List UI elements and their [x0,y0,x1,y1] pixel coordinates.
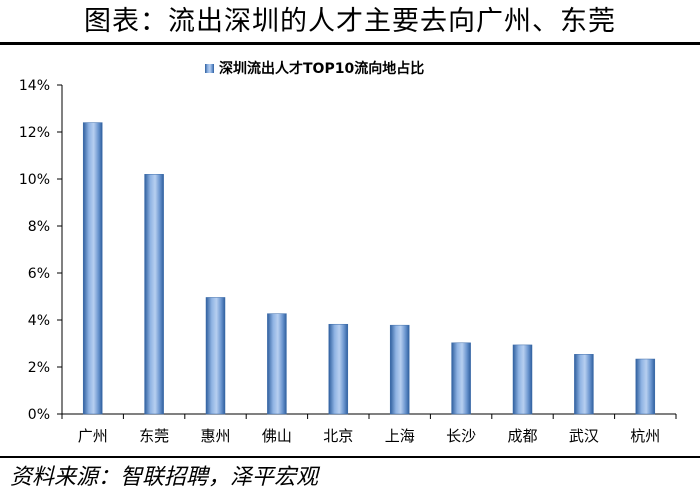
y-tick-label: 4% [28,313,50,329]
bar [205,297,226,415]
x-tick-label: 北京 [323,427,353,445]
bar [451,342,471,415]
x-tick-label: 东莞 [139,427,169,445]
x-tick-label: 成都 [507,427,537,445]
y-axis: 0% 2% 4% 6% 8% 10% 12% 14% [19,78,63,423]
legend-label: 深圳流出人才TOP10流向地占比 [219,60,424,77]
y-tick-label: 14% [19,78,50,94]
y-tick-label: 2% [28,360,50,376]
bars [82,122,656,415]
y-tick-label: 6% [28,266,50,282]
y-tick-label: 8% [28,219,50,235]
chart-area: 深圳流出人才TOP10流向地占比 0% 2% 4% 6% 8% 10% 12% 14% 广州 东… [0,46,700,456]
y-tick-label: 0% [28,407,50,423]
bar [635,358,656,415]
bar-chart: 深圳流出人才TOP10流向地占比 0% 2% 4% 6% 8% 10% 12% 14% 广州 东… [19,60,677,445]
y-tick-label: 12% [19,125,50,141]
x-axis: 广州 东莞 惠州 佛山 北京 上海 长沙 成都 武汉 杭州 [61,413,677,445]
bar [389,324,410,415]
bar [82,122,103,415]
bar [144,174,164,415]
x-tick-label: 惠州 [200,427,230,445]
x-tick-label: 佛山 [262,427,292,445]
bar [267,313,287,415]
x-tick-label: 武汉 [569,427,599,445]
x-tick-label: 杭州 [630,427,660,445]
legend-swatch [205,64,214,73]
legend: 深圳流出人才TOP10流向地占比 [205,60,424,77]
x-tick-label: 长沙 [446,427,476,445]
bar [328,323,349,415]
bar [512,344,533,415]
bar [574,354,594,415]
x-tick-label: 广州 [78,427,108,445]
source-note: 资料来源：智联招聘，泽平宏观 [10,465,319,490]
title-divider [0,42,700,45]
source-divider [0,456,700,458]
y-tick-label: 10% [19,172,50,188]
x-tick-label: 上海 [385,427,415,445]
page-title: 图表：流出深圳的人才主要去向广州、东莞 [84,6,616,37]
